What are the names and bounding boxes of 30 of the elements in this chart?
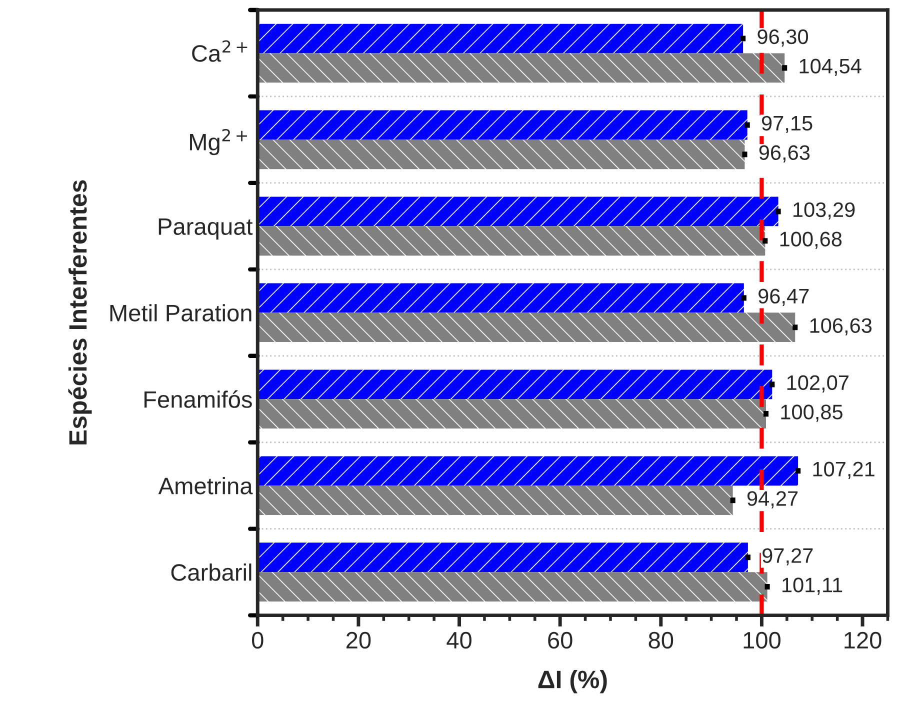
data-label: 97,27 xyxy=(762,548,813,566)
x-tick-label: 40 xyxy=(446,632,472,649)
data-label: 102,07 xyxy=(787,375,848,392)
data-label: 100,85 xyxy=(781,404,842,422)
x-tick-label: 20 xyxy=(346,632,371,649)
data-label: 94,27 xyxy=(747,491,798,508)
x-tick-label: 60 xyxy=(548,632,572,649)
data-label: 96,63 xyxy=(759,145,810,162)
y-tick-label: Paraquat xyxy=(158,218,253,240)
data-label: 100,68 xyxy=(780,232,842,249)
data-label: 103,29 xyxy=(794,202,855,220)
y-axis-title: Espécies Interferentes xyxy=(68,180,92,444)
data-label: 96,30 xyxy=(758,29,808,47)
data-label: 96,47 xyxy=(758,288,809,306)
data-label: 107,21 xyxy=(813,462,874,479)
x-tick-label: 80 xyxy=(648,632,674,649)
data-label: 106,63 xyxy=(810,318,872,336)
y-tick-label: Metil Paration xyxy=(110,304,252,322)
x-tick-label: 100 xyxy=(744,632,780,649)
y-tick-label: Fenamifós xyxy=(144,390,252,408)
x-tick-label: 0 xyxy=(252,632,264,649)
y-tick-label: Carbaril xyxy=(171,564,252,581)
x-tick-label: 120 xyxy=(844,632,882,649)
x-axis-title: ΔI (%) xyxy=(538,670,607,694)
data-label: 104,54 xyxy=(800,58,862,76)
y-tick-label: Mg$^{2+}$ xyxy=(190,128,247,156)
y-tick-label: Ametrina xyxy=(158,477,253,494)
data-label: 97,15 xyxy=(762,116,812,134)
y-tick-label: Ca$^{2+}$ xyxy=(192,40,248,62)
data-label: 101,11 xyxy=(782,578,842,595)
